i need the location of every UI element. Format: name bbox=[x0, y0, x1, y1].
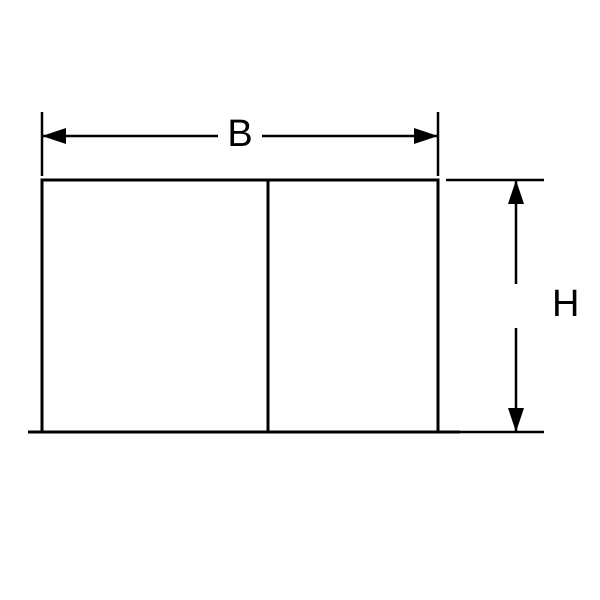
canvas-bg bbox=[0, 0, 600, 600]
height-label: H bbox=[552, 283, 579, 325]
width-label: B bbox=[227, 113, 252, 155]
